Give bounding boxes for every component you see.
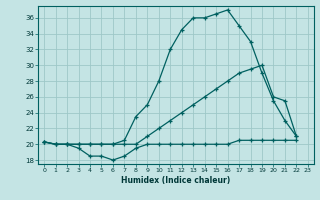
X-axis label: Humidex (Indice chaleur): Humidex (Indice chaleur)	[121, 176, 231, 185]
